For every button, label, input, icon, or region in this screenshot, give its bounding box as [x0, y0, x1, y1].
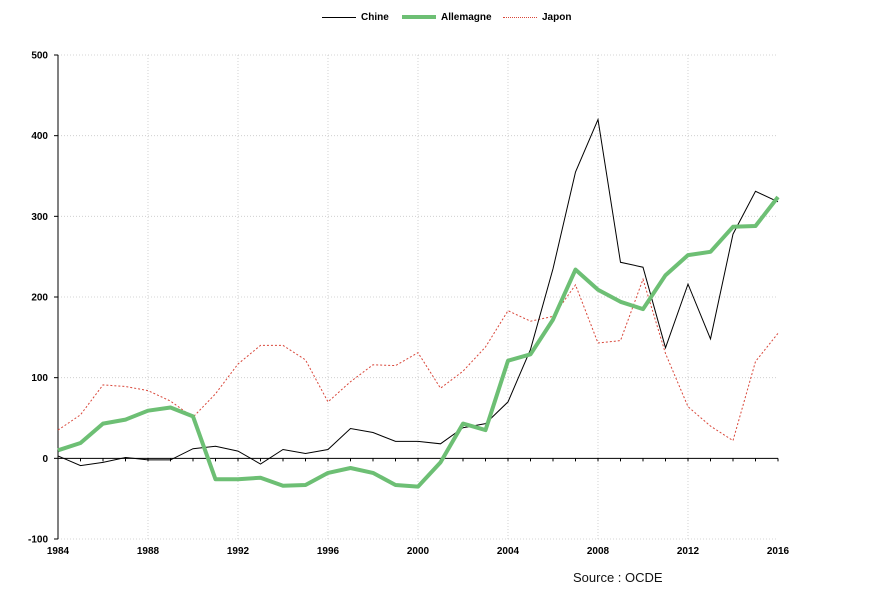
- x-tick-label: 1988: [137, 546, 160, 557]
- legend-label: Japon: [542, 11, 572, 23]
- legend: Chine Allemagne Japon: [0, 8, 880, 28]
- y-tick-label: 500: [31, 51, 48, 62]
- x-tick-labels: 1984 1988 1992 1996 2000 2004 2008 2012 2016: [47, 546, 790, 557]
- x-tick-label: 1992: [227, 546, 250, 557]
- series-lines: [57, 117, 780, 489]
- source-note: Source : OCDE: [573, 570, 663, 585]
- x-tick-label: 1984: [47, 546, 70, 557]
- x-tick-label: 2004: [497, 546, 520, 557]
- legend-swatch: [503, 16, 537, 18]
- legend-swatch: [402, 15, 436, 19]
- y-tick-labels: -100 0 100 200 300 400 500: [28, 51, 48, 546]
- x-tick-label: 2008: [587, 546, 610, 557]
- legend-item-allemagne: Allemagne: [402, 8, 492, 26]
- y-tick-label: 400: [31, 131, 48, 142]
- x-tick-label: 1996: [317, 546, 340, 557]
- x-tick-label: 2012: [677, 546, 700, 557]
- y-tick-label: -100: [28, 535, 48, 546]
- grid-lines: [58, 54, 778, 540]
- legend-swatch: [322, 16, 356, 18]
- y-tick-label: 100: [31, 373, 48, 384]
- y-tick-label: 300: [31, 212, 48, 223]
- series-line-japon: [57, 277, 779, 442]
- series-line-chine: [57, 117, 779, 467]
- legend-label: Allemagne: [441, 11, 492, 23]
- legend-item-japon: Japon: [503, 8, 571, 26]
- legend-label: Chine: [361, 11, 389, 23]
- y-tick-label: 0: [42, 454, 48, 465]
- x-tick-label: 2016: [767, 546, 790, 557]
- series-line-allemagne: [57, 195, 780, 489]
- y-tick-label: 200: [31, 293, 48, 304]
- legend-item-chine: Chine: [322, 8, 389, 26]
- x-tick-label: 2000: [407, 546, 430, 557]
